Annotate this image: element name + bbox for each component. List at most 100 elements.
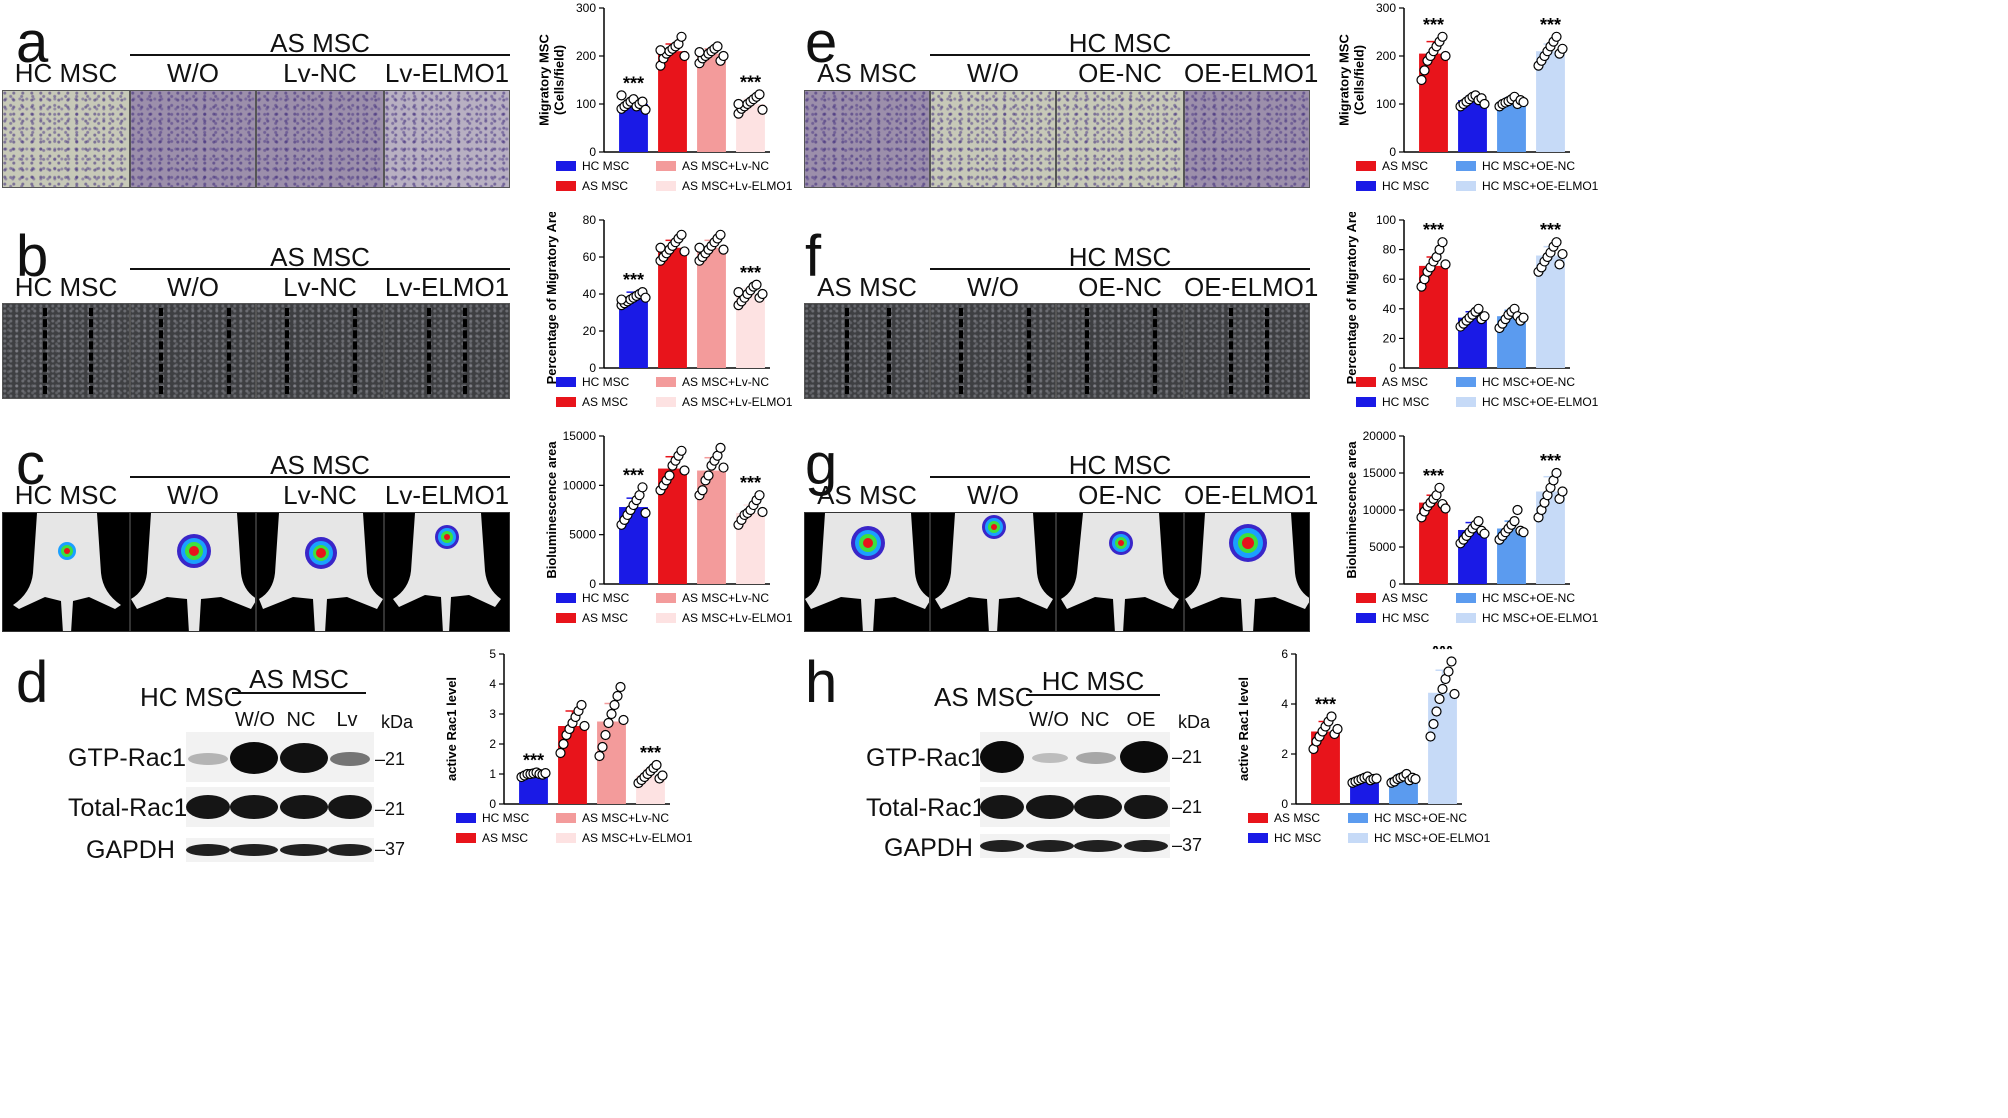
data-point (718, 244, 729, 255)
lane-lv-nc: Lv-NC (283, 480, 357, 510)
lane-wo: W/O (167, 272, 219, 302)
lane-oe-nc: OE-NC (1078, 480, 1162, 510)
bar (697, 53, 726, 152)
significance-stars: *** (740, 473, 761, 493)
lane-wo: W/O (167, 480, 219, 510)
group-label-as-msc: AS MSC (270, 450, 370, 480)
legend-label: AS MSC (1274, 811, 1320, 825)
legend-label: HC MSC (1274, 831, 1322, 845)
data-point (594, 750, 605, 762)
legend-label: AS MSC (582, 179, 628, 193)
data-point (600, 729, 611, 741)
data-point (718, 462, 729, 473)
y-axis-label: (Cells/field) (552, 45, 567, 115)
kda-label: kDa (1178, 712, 1211, 732)
y-tick-label: 4 (489, 677, 496, 691)
blot-lane-nc: NC (1080, 709, 1110, 731)
y-axis-label: Bioluminescence area (544, 441, 559, 579)
significance-stars: *** (1423, 466, 1444, 486)
group-label-hc-msc: HC MSC (1068, 450, 1172, 480)
group-rule (930, 54, 1310, 56)
y-tick-label: 0 (1389, 577, 1396, 591)
legend-swatch (656, 613, 676, 623)
y-axis-label: active Rac1 level (444, 677, 459, 781)
mouse-image (256, 512, 384, 632)
lane-lv-elmo1: Lv-ELMO1 (384, 272, 510, 302)
significance-stars: *** (1423, 220, 1444, 240)
legend-swatch (1248, 813, 1268, 823)
wound-image (930, 303, 1056, 399)
blot-lane-wo: W/O (235, 709, 275, 731)
lane-oe-nc: OE-NC (1078, 272, 1162, 302)
blot-band-strip (186, 787, 374, 827)
wound-image (384, 303, 510, 399)
bar (658, 247, 687, 368)
significance-stars: *** (1315, 695, 1336, 715)
y-tick-label: 0 (1281, 797, 1288, 811)
y-axis-label: (Cells/field) (1352, 45, 1367, 115)
lane-wo: W/O (967, 58, 1019, 88)
data-point (1557, 43, 1568, 54)
data-point (1479, 98, 1490, 110)
transwell-image (1056, 90, 1184, 188)
legend-swatch (656, 397, 676, 407)
lane-control: HC MSC (140, 682, 243, 712)
wound-image (2, 303, 130, 399)
y-tick-label: 20 (1383, 331, 1397, 345)
group-rule (130, 54, 510, 56)
legend-label: HC MSC (582, 375, 630, 389)
data-point (1425, 731, 1436, 742)
legend-swatch (1356, 181, 1376, 191)
data-point (718, 50, 729, 62)
y-tick-label: 0 (589, 145, 596, 159)
legend-swatch (1356, 397, 1376, 407)
y-tick-label: 6 (1281, 647, 1288, 661)
y-tick-label: 100 (1376, 213, 1396, 227)
lane-wo: W/O (967, 480, 1019, 510)
data-point (603, 717, 614, 729)
wound-image (1056, 303, 1184, 399)
legend-label: HC MSC (1382, 611, 1430, 625)
mouse-image (1056, 512, 1184, 632)
data-point (1518, 527, 1529, 538)
data-point (694, 47, 705, 58)
legend-label: AS MSC+Lv-NC (682, 375, 769, 389)
data-point (757, 104, 768, 115)
y-axis-label: active Rac1 level (1236, 677, 1251, 781)
y-axis-label: Migratory MSC (537, 34, 552, 126)
significance-stars: *** (1540, 15, 1561, 35)
data-point (754, 89, 765, 100)
legend-label: HC MSC+OE-NC (1482, 159, 1575, 173)
data-point (655, 45, 666, 56)
data-point (1326, 711, 1337, 722)
y-tick-label: 20000 (1363, 429, 1397, 443)
legend-swatch (556, 813, 576, 823)
data-point (1554, 259, 1565, 270)
kda-marker: –37 (1172, 835, 1203, 855)
lane-wo: W/O (967, 272, 1019, 302)
data-point (1440, 259, 1451, 270)
data-point (697, 485, 708, 496)
data-point (1518, 312, 1529, 323)
y-tick-label: 3 (489, 707, 496, 721)
legend-label: AS MSC+Lv-NC (682, 591, 769, 605)
legend-label: HC MSC (1382, 395, 1430, 409)
data-point (676, 31, 687, 42)
blot-lane-lv: Lv (336, 709, 358, 731)
data-point (703, 470, 714, 481)
legend-swatch (1248, 833, 1268, 843)
transwell-image (804, 90, 930, 188)
y-tick-label: 80 (583, 213, 597, 227)
y-tick-label: 60 (583, 250, 597, 264)
data-point (754, 490, 765, 501)
legend-label: AS MSC+Lv-ELMO1 (582, 831, 693, 845)
legend-swatch (1456, 613, 1476, 623)
y-tick-label: 2 (1281, 747, 1288, 761)
bar-chart-g: 0 5000 10000 15000 20000 Bioluminescence area… (1320, 428, 1600, 642)
data-point (555, 747, 566, 759)
kda-marker: –21 (375, 749, 406, 769)
data-point (679, 465, 690, 476)
data-point (615, 681, 626, 693)
data-point (655, 242, 666, 253)
y-tick-label: 10000 (1363, 503, 1397, 517)
